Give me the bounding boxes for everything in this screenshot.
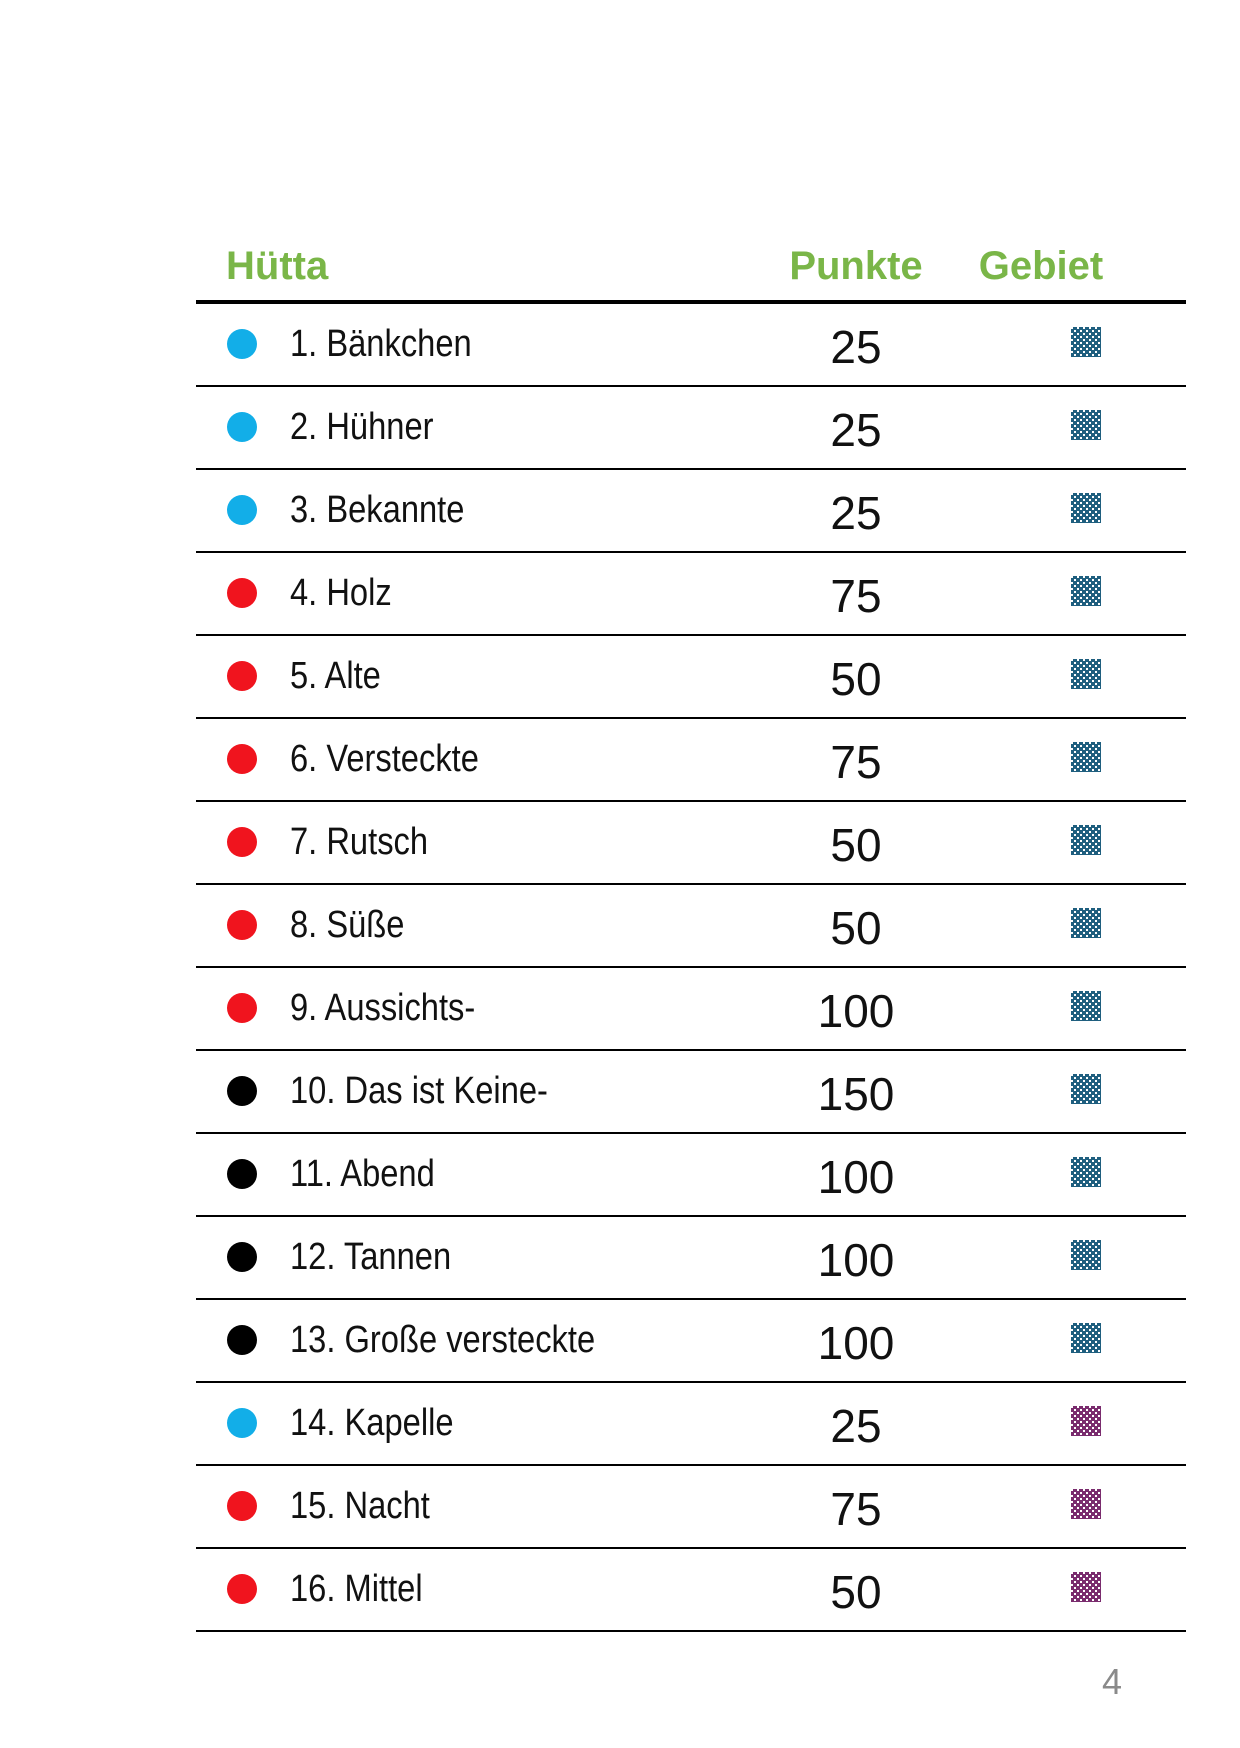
difficulty-dot-icon (227, 329, 257, 359)
hut-name: 5. Alte (290, 655, 381, 697)
hut-name: 9. Aussichts- (290, 987, 476, 1029)
difficulty-dot-icon (227, 744, 257, 774)
hut-name: 15. Nacht (290, 1485, 430, 1527)
hut-points: 25 (830, 1400, 882, 1452)
hut-name: 7. Rutsch (290, 821, 429, 863)
hut-points: 50 (830, 653, 882, 705)
hut-name: 13. Große versteckte (290, 1319, 596, 1361)
difficulty-dot-icon (227, 1325, 257, 1355)
difficulty-dot-icon (227, 910, 257, 940)
table-row: 1. Bänkchen 25 (196, 304, 1186, 387)
area-pattern-icon (1071, 1074, 1101, 1104)
hut-points: 100 (817, 1151, 895, 1203)
table-row: 12. Tannen 100 (196, 1217, 1186, 1300)
difficulty-dot-icon (227, 661, 257, 691)
table-row: 15. Nacht 75 (196, 1466, 1186, 1549)
hut-points: 100 (817, 1234, 895, 1286)
hut-points: 50 (830, 819, 882, 871)
table-row: 5. Alte 50 (196, 636, 1186, 719)
difficulty-dot-icon (227, 578, 257, 608)
hut-name: 4. Holz (290, 572, 392, 614)
difficulty-dot-icon (227, 1408, 257, 1438)
area-pattern-icon (1071, 1406, 1101, 1436)
area-pattern-icon (1071, 576, 1101, 606)
table-row: 6. Versteckte 75 (196, 719, 1186, 802)
table-row: 10. Das ist Keine- 150 (196, 1051, 1186, 1134)
difficulty-dot-icon (227, 1242, 257, 1272)
hut-points: 25 (830, 321, 882, 373)
difficulty-dot-icon (227, 495, 257, 525)
difficulty-dot-icon (227, 827, 257, 857)
area-pattern-icon (1071, 1489, 1101, 1519)
huts-table: Hütta Punkte Gebiet 1. Bänkchen 25 2. Hühn… (196, 230, 1186, 1632)
table-body: 1. Bänkchen 25 2. Hühner 25 3. Bekannte 25 4. … (196, 304, 1186, 1632)
area-pattern-icon (1071, 1572, 1101, 1602)
hut-name: 14. Kapelle (290, 1402, 454, 1444)
page-number: 4 (1102, 1661, 1123, 1702)
difficulty-dot-icon (227, 412, 257, 442)
hut-name: 2. Hühner (290, 406, 434, 448)
table-row: 2. Hühner 25 (196, 387, 1186, 470)
area-pattern-icon (1071, 493, 1101, 523)
hut-points: 100 (817, 985, 895, 1037)
difficulty-dot-icon (227, 993, 257, 1023)
table-row: 13. Große versteckte 100 (196, 1300, 1186, 1383)
area-pattern-icon (1071, 1240, 1101, 1270)
table-row: 3. Bekannte 25 (196, 470, 1186, 553)
column-header-area: Gebiet (978, 244, 1104, 288)
hut-name: 12. Tannen (290, 1236, 452, 1278)
area-pattern-icon (1071, 1157, 1101, 1187)
area-pattern-icon (1071, 825, 1101, 855)
hut-points: 75 (830, 570, 882, 622)
hut-name: 1. Bänkchen (290, 323, 472, 365)
hut-name: 10. Das ist Keine- (290, 1070, 548, 1112)
hut-points: 50 (830, 902, 882, 954)
hut-name: 11. Abend (290, 1153, 435, 1195)
table-row: 14. Kapelle 25 (196, 1383, 1186, 1466)
area-pattern-icon (1071, 1323, 1101, 1353)
hut-points: 150 (817, 1068, 895, 1120)
hut-points: 25 (830, 404, 882, 456)
table-row: 7. Rutsch 50 (196, 802, 1186, 885)
hut-points: 75 (830, 1483, 882, 1535)
column-header-name: Hütta (226, 244, 329, 288)
difficulty-dot-icon (227, 1159, 257, 1189)
hut-points: 100 (817, 1317, 895, 1369)
hut-name: 3. Bekannte (290, 489, 465, 531)
table-row: 4. Holz 75 (196, 553, 1186, 636)
area-pattern-icon (1071, 742, 1101, 772)
table-row: 16. Mittel 50 (196, 1549, 1186, 1632)
table-row: 9. Aussichts- 100 (196, 968, 1186, 1051)
area-pattern-icon (1071, 991, 1101, 1021)
hut-name: 6. Versteckte (290, 738, 479, 780)
table-header: Hütta Punkte Gebiet (196, 230, 1186, 304)
difficulty-dot-icon (227, 1076, 257, 1106)
hut-name: 16. Mittel (290, 1568, 423, 1610)
area-pattern-icon (1071, 410, 1101, 440)
difficulty-dot-icon (227, 1491, 257, 1521)
area-pattern-icon (1071, 327, 1101, 357)
area-pattern-icon (1071, 908, 1101, 938)
column-header-points: Punkte (789, 244, 923, 288)
table-row: 8. Süße 50 (196, 885, 1186, 968)
hut-points: 75 (830, 736, 882, 788)
difficulty-dot-icon (227, 1574, 257, 1604)
table-row: 11. Abend 100 (196, 1134, 1186, 1217)
area-pattern-icon (1071, 659, 1101, 689)
hut-points: 50 (830, 1566, 882, 1618)
hut-name: 8. Süße (290, 904, 405, 946)
hut-points: 25 (830, 487, 882, 539)
